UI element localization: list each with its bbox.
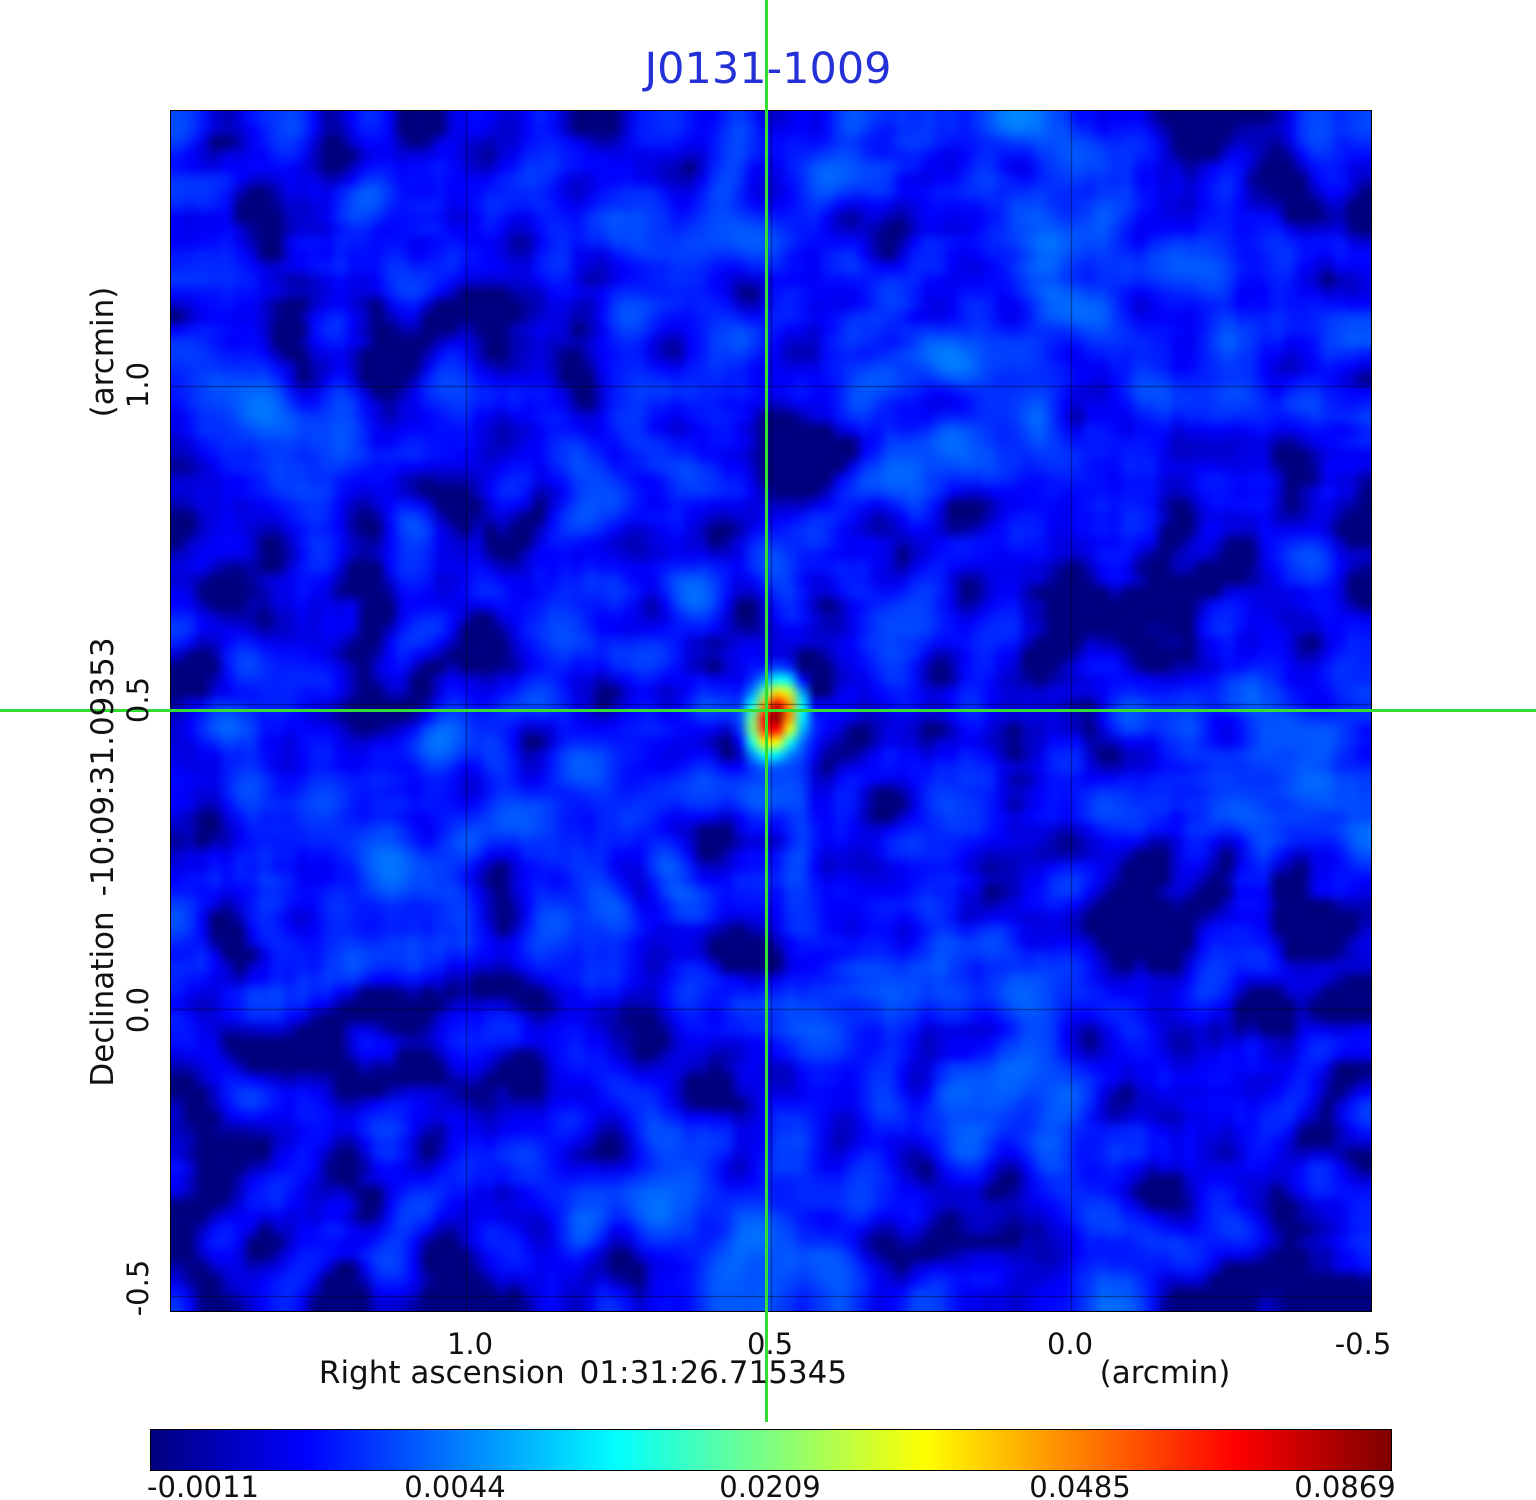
y-tick-label: 0.5 <box>121 676 155 724</box>
y-tick-label: 0.0 <box>121 986 155 1034</box>
x-axis-unit-label: (arcmin) <box>1099 1355 1231 1391</box>
colorbar-tick-label: 0.0209 <box>719 1470 821 1500</box>
y-axis-unit-label: (arcmin) <box>85 286 121 418</box>
x-tick-label: 1.0 <box>446 1327 494 1361</box>
colorbar-gradient-canvas <box>151 1430 1391 1470</box>
x-axis-label: Right ascension 01:31:26.715345 <box>319 1355 847 1391</box>
declination-coordinate: -10:09:31.09353 <box>85 637 121 897</box>
x-tick-label: 0.5 <box>746 1327 794 1361</box>
y-axis-label: Declination -10:09:31.09353 <box>85 637 121 1086</box>
y-tick-label: 1.0 <box>121 361 155 409</box>
colorbar-tick-label: 0.0044 <box>404 1470 506 1500</box>
y-tick-label: -0.5 <box>121 1259 155 1317</box>
colorbar-tick-label: 0.0485 <box>1029 1470 1131 1500</box>
crosshair-horizontal-line <box>0 709 1536 712</box>
source-name-title: J0131-1009 <box>644 44 892 94</box>
declination-label: Declination <box>85 911 121 1087</box>
colorbar-tick-label: -0.0011 <box>147 1470 259 1500</box>
right-ascension-label: Right ascension <box>318 1355 565 1391</box>
colorbar <box>150 1429 1392 1471</box>
colorbar-tick-label: 0.0869 <box>1294 1470 1396 1500</box>
x-tick-label: -0.5 <box>1334 1327 1392 1361</box>
x-tick-label: 0.0 <box>1046 1327 1094 1361</box>
ra-coordinate: 01:31:26.715345 <box>579 1355 848 1391</box>
